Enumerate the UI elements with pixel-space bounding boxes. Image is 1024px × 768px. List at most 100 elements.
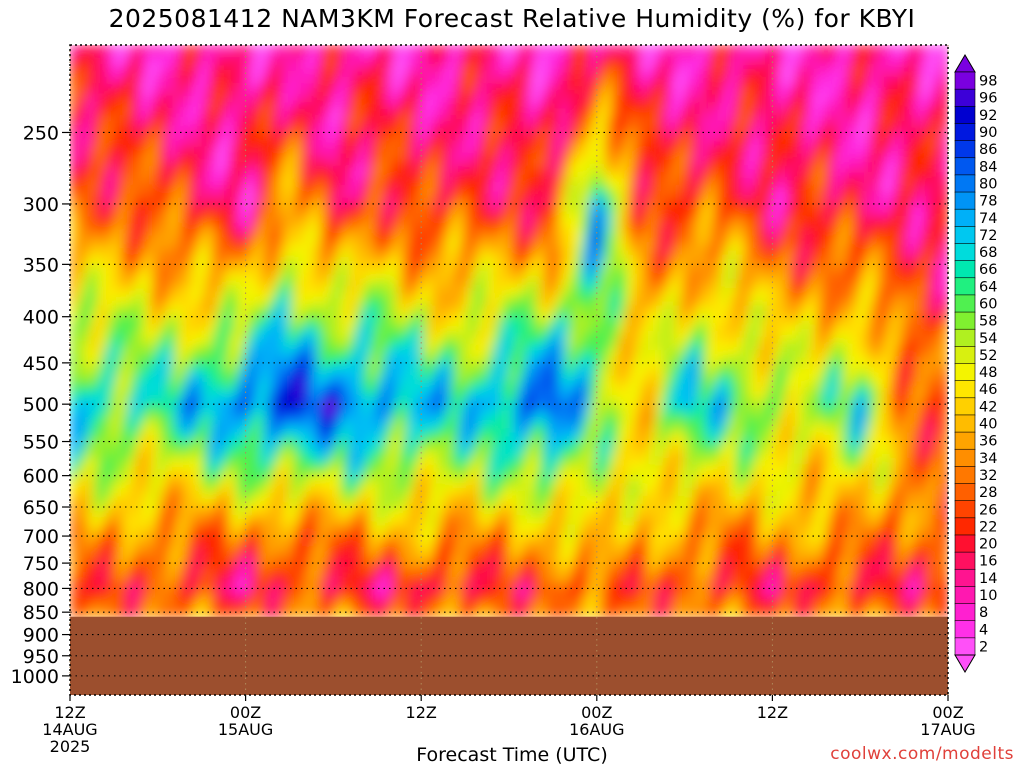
- colorbar-swatch: [954, 294, 976, 313]
- x-tick-label: 00Z: [230, 703, 261, 722]
- grid-lines: [69, 45, 949, 695]
- colorbar-swatch: [954, 346, 976, 365]
- colorbar-swatch: [954, 637, 976, 656]
- colorbar-label: 10: [979, 588, 997, 604]
- colorbar-swatch: [954, 431, 976, 450]
- colorbar-swatch: [954, 174, 976, 193]
- chart-title: 2025081412 NAM3KM Forecast Relative Humi…: [108, 4, 916, 33]
- colorbar-label: 32: [979, 468, 997, 484]
- y-tick-label: 650: [23, 497, 59, 519]
- colorbar-swatch: [954, 534, 976, 553]
- y-tick-label: 900: [23, 625, 59, 647]
- colorbar-label: 34: [979, 451, 997, 467]
- colorbar-label: 46: [979, 382, 997, 398]
- colorbar-label: 64: [979, 279, 997, 295]
- colorbar-label: 52: [979, 348, 997, 364]
- y-tick-label: 1000: [11, 666, 59, 688]
- y-tick-label: 700: [23, 526, 59, 548]
- colorbar-swatch: [954, 363, 976, 382]
- y-tick-label: 800: [23, 578, 59, 600]
- colorbar-swatch: [954, 448, 976, 467]
- y-tick-label: 550: [23, 432, 59, 454]
- x-axis-title: Forecast Time (UTC): [416, 744, 608, 766]
- colorbar-swatch: [954, 466, 976, 485]
- colorbar-swatch: [954, 328, 976, 347]
- x-tick-label: 16AUG: [569, 720, 624, 739]
- colorbar-label: 22: [979, 519, 997, 535]
- colorbar-label: 84: [979, 159, 997, 175]
- colorbar-swatch: [954, 397, 976, 416]
- y-tick-label: 450: [23, 353, 59, 375]
- colorbar-swatch: [954, 157, 976, 176]
- colorbar-swatch: [954, 123, 976, 142]
- y-tick-label: 250: [23, 122, 59, 144]
- colorbar-swatch: [954, 243, 976, 262]
- colorbar-label: 78: [979, 194, 997, 210]
- colorbar-label: 40: [979, 417, 997, 433]
- ground-mask: [70, 616, 948, 695]
- y-tick-label: 500: [23, 394, 59, 416]
- footer-credit: coolwx.com/modelts: [830, 744, 1014, 764]
- colorbar-label: 26: [979, 502, 997, 518]
- ground-fill: [70, 616, 948, 695]
- y-tick-label: 400: [23, 307, 59, 329]
- y-tick-label: 350: [23, 254, 59, 276]
- x-tick-label: 17AUG: [920, 720, 975, 739]
- colorbar-swatch: [954, 88, 976, 107]
- colorbar-label: 8: [979, 605, 988, 621]
- y-tick-label: 750: [23, 553, 59, 575]
- colorbar-swatch: [954, 603, 976, 622]
- colorbar-swatch: [954, 586, 976, 605]
- colorbar-swatch: [954, 105, 976, 125]
- colorbar-label: 42: [979, 399, 997, 415]
- colorbar-label: 54: [979, 331, 997, 347]
- colorbar-swatch: [954, 260, 976, 279]
- colorbar-label: 14: [979, 571, 997, 587]
- x-tick-label: 2025: [50, 737, 91, 756]
- y-tick-label: 950: [23, 646, 59, 668]
- colorbar-swatch: [954, 277, 976, 296]
- colorbar-label: 96: [979, 91, 997, 107]
- colorbar-bottom-arrow: [954, 654, 976, 673]
- colorbar-swatch: [954, 226, 976, 245]
- x-tick-label: 12Z: [54, 703, 85, 722]
- colorbar-label: 66: [979, 262, 997, 278]
- colorbar-top-arrow: [954, 54, 976, 73]
- y-axis-ticks: 2503003504004505005506006507007508008509…: [11, 122, 70, 688]
- colorbar-swatch: [954, 483, 976, 502]
- colorbar-label: 20: [979, 537, 997, 553]
- y-tick-label: 300: [23, 194, 59, 216]
- colorbar: 9896929086848078747268666460585452484642…: [954, 54, 997, 673]
- colorbar-label: 16: [979, 554, 997, 570]
- x-tick-label: 00Z: [581, 703, 612, 722]
- x-tick-label: 12Z: [406, 703, 437, 722]
- colorbar-label: 48: [979, 365, 997, 381]
- colorbar-swatch: [954, 191, 976, 210]
- colorbar-swatch: [954, 380, 976, 399]
- colorbar-swatch: [954, 414, 976, 433]
- humidity-field: [70, 45, 948, 618]
- colorbar-label: 68: [979, 245, 997, 261]
- x-tick-label: 14AUG: [42, 720, 97, 739]
- colorbar-label: 74: [979, 211, 997, 227]
- colorbar-label: 28: [979, 485, 997, 501]
- y-tick-label: 850: [23, 602, 59, 624]
- colorbar-label: 2: [979, 639, 988, 655]
- colorbar-label: 90: [979, 125, 997, 141]
- colorbar-label: 92: [979, 108, 997, 124]
- colorbar-label: 36: [979, 434, 997, 450]
- x-tick-label: 15AUG: [218, 720, 273, 739]
- colorbar-swatch: [954, 500, 976, 519]
- colorbar-label: 72: [979, 228, 997, 244]
- plot-frame: [69, 44, 949, 696]
- colorbar-swatch: [954, 208, 976, 227]
- colorbar-swatch: [954, 517, 976, 536]
- colorbar-label: 86: [979, 142, 997, 158]
- colorbar-swatch: [954, 311, 976, 330]
- colorbar-swatch: [954, 71, 976, 90]
- colorbar-swatch: [954, 620, 976, 639]
- colorbar-swatch: [954, 551, 976, 570]
- colorbar-swatch: [954, 140, 976, 159]
